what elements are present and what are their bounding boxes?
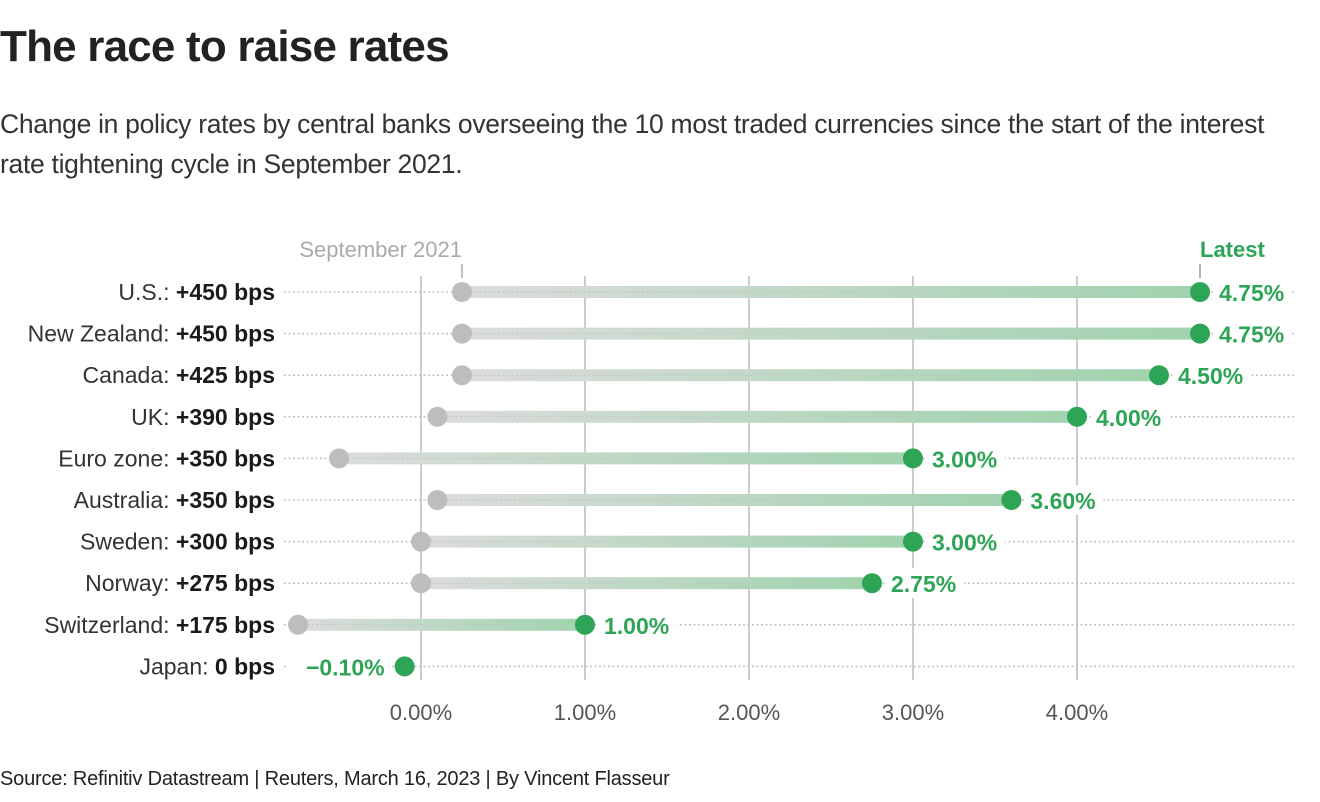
start-dot bbox=[411, 573, 431, 594]
row-canada: Canada: +425 bps 4.50% bbox=[83, 360, 1296, 391]
country-name: Japan: bbox=[139, 653, 214, 679]
change-bps: +350 bps bbox=[176, 445, 275, 471]
row-label: UK: +390 bps bbox=[131, 404, 275, 430]
row-australia: Australia: +350 bps 3.60% bbox=[74, 485, 1296, 515]
latest-value-label: 4.50% bbox=[1178, 363, 1243, 389]
start-dot bbox=[452, 365, 472, 386]
x-axis: 0.00% 1.00% 2.00% 3.00% 4.00% bbox=[390, 700, 1108, 725]
latest-value-label: 4.75% bbox=[1219, 322, 1284, 348]
row-sweden: Sweden: +300 bps 3.00% bbox=[80, 526, 1296, 557]
start-dot bbox=[427, 490, 448, 510]
gridlines bbox=[420, 276, 1078, 680]
annotation-end: Latest bbox=[1200, 237, 1265, 262]
row-new-zealand: New Zealand: +450 bps 4.75% bbox=[28, 318, 1296, 349]
row-label: Switzerland: +175 bps bbox=[44, 612, 275, 638]
row-label: Norway: +275 bps bbox=[85, 570, 275, 596]
latest-dot bbox=[1190, 323, 1210, 344]
change-bar bbox=[298, 618, 585, 631]
start-dot bbox=[411, 531, 431, 552]
row-uk: UK: +390 bps 4.00% bbox=[131, 401, 1296, 432]
country-name: New Zealand: bbox=[28, 321, 176, 347]
x-tick-label: 1.00% bbox=[554, 700, 616, 725]
latest-value-label: 3.00% bbox=[932, 530, 997, 556]
label-knockout bbox=[927, 526, 1005, 557]
change-bps: +450 bps bbox=[176, 321, 275, 347]
x-tick-label: 3.00% bbox=[882, 700, 944, 725]
latest-dot bbox=[1067, 406, 1087, 427]
change-bps: 0 bps bbox=[215, 653, 275, 679]
change-bps: +425 bps bbox=[176, 362, 275, 388]
annotation-start: September 2021 bbox=[299, 237, 462, 262]
country-name: Sweden: bbox=[80, 529, 176, 555]
latest-dot bbox=[1149, 365, 1169, 386]
change-bar bbox=[339, 452, 913, 465]
latest-dot bbox=[903, 531, 923, 552]
change-bps: +175 bps bbox=[176, 612, 275, 638]
row-euro-zone: Euro zone: +350 bps 3.00% bbox=[58, 443, 1296, 474]
change-bps: +390 bps bbox=[176, 404, 275, 430]
latest-value-label: 4.75% bbox=[1219, 280, 1284, 306]
country-name: U.S.: bbox=[118, 279, 176, 305]
country-name: Norway: bbox=[85, 570, 176, 596]
row-label: U.S.: +450 bps bbox=[118, 279, 275, 305]
row-norway: Norway: +275 bps 2.75% bbox=[85, 568, 1296, 599]
latest-value-label: 2.75% bbox=[891, 571, 956, 597]
latest-value-label: 3.00% bbox=[932, 446, 997, 472]
row-label: Canada: +425 bps bbox=[83, 362, 275, 388]
latest-value-label: 4.00% bbox=[1096, 405, 1161, 431]
country-name: Canada: bbox=[83, 362, 176, 388]
row-u-s-: U.S.: +450 bps 4.75% bbox=[118, 277, 1296, 307]
start-dot bbox=[427, 406, 448, 427]
country-name: Euro zone: bbox=[58, 445, 176, 471]
annotations: September 2021 Latest bbox=[299, 237, 1265, 278]
label-knockout bbox=[286, 651, 389, 682]
change-bar bbox=[421, 535, 913, 548]
latest-value-label: 1.00% bbox=[604, 613, 669, 639]
row-label: Euro zone: +350 bps bbox=[58, 445, 275, 471]
x-tick-label: 0.00% bbox=[390, 700, 452, 725]
rows: U.S.: +450 bps 4.75%New Zealand: +450 bps… bbox=[28, 277, 1296, 682]
latest-value-label: −0.10% bbox=[306, 654, 385, 680]
x-tick-label: 2.00% bbox=[718, 700, 780, 725]
latest-dot bbox=[394, 656, 415, 677]
change-bps: +300 bps bbox=[176, 529, 275, 555]
change-bps: +275 bps bbox=[176, 570, 275, 596]
row-switzerland: Switzerland: +175 bps 1.00% bbox=[44, 609, 1296, 640]
latest-dot bbox=[1001, 490, 1022, 510]
dumbbell-chart: U.S.: +450 bps 4.75%New Zealand: +450 bps… bbox=[28, 237, 1296, 725]
row-label: Japan: 0 bps bbox=[139, 653, 275, 679]
start-dot bbox=[288, 614, 308, 635]
label-knockout bbox=[927, 443, 1005, 474]
label-knockout bbox=[1091, 401, 1169, 432]
latest-dot bbox=[903, 448, 923, 469]
label-knockout bbox=[1025, 485, 1104, 515]
row-label: Sweden: +300 bps bbox=[80, 529, 275, 555]
label-knockout bbox=[1173, 360, 1251, 391]
row-japan: Japan: 0 bps −0.10% bbox=[139, 651, 1296, 682]
latest-dot bbox=[1190, 282, 1210, 302]
change-bps: +450 bps bbox=[176, 279, 275, 305]
change-bar bbox=[437, 494, 1012, 506]
label-knockout bbox=[1214, 277, 1292, 307]
start-dot bbox=[452, 282, 472, 302]
latest-dot bbox=[575, 614, 595, 635]
latest-value-label: 3.60% bbox=[1030, 488, 1095, 514]
label-knockout bbox=[599, 609, 677, 640]
label-knockout bbox=[1214, 318, 1292, 349]
row-label: Australia: +350 bps bbox=[74, 487, 275, 513]
start-dot bbox=[329, 448, 349, 469]
country-name: Switzerland: bbox=[44, 612, 176, 638]
country-name: Australia: bbox=[74, 487, 176, 513]
chart-subtitle: Change in policy rates by central banks … bbox=[0, 109, 1265, 179]
label-knockout bbox=[886, 568, 964, 599]
start-dot bbox=[452, 323, 472, 344]
change-bps: +350 bps bbox=[176, 487, 275, 513]
source-note: Source: Refinitiv Datastream | Reuters, … bbox=[0, 768, 670, 790]
country-name: UK: bbox=[131, 404, 176, 430]
latest-dot bbox=[862, 573, 882, 594]
row-label: New Zealand: +450 bps bbox=[28, 321, 275, 347]
chart-title: The race to raise rates bbox=[0, 22, 450, 71]
x-tick-label: 4.00% bbox=[1046, 700, 1108, 725]
